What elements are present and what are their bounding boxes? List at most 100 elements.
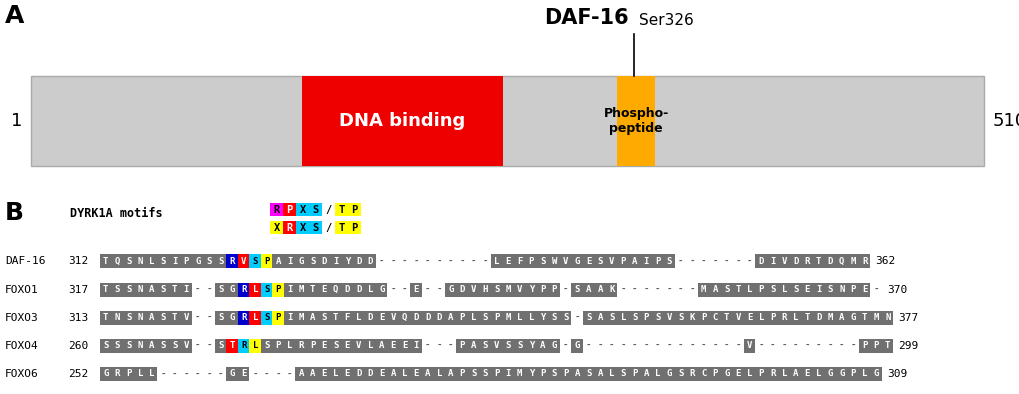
Text: L: L [401, 370, 407, 378]
Text: DNA binding: DNA binding [339, 112, 466, 130]
Text: FOXO6: FOXO6 [5, 369, 39, 379]
Text: E: E [746, 313, 752, 322]
Bar [215, 339, 226, 353]
Bar [858, 367, 869, 381]
Text: 377: 377 [898, 313, 918, 323]
Text: P: P [286, 205, 292, 215]
Bar [823, 282, 836, 297]
Bar [341, 282, 353, 297]
Text: T: T [103, 285, 108, 294]
Text: L: L [471, 313, 476, 322]
Bar [296, 282, 307, 297]
Bar [364, 255, 376, 268]
Text: K: K [608, 285, 613, 294]
Text: 309: 309 [887, 369, 906, 379]
Text: P: P [850, 370, 855, 378]
Text: -: - [620, 285, 626, 294]
Text: R: R [114, 370, 120, 378]
Bar [457, 339, 468, 353]
Text: -: - [872, 285, 878, 294]
Text: 362: 362 [874, 256, 895, 266]
Text: S: S [126, 285, 131, 294]
Text: P: P [460, 341, 465, 350]
Text: -: - [700, 341, 706, 350]
Bar [605, 310, 616, 325]
Bar [640, 310, 651, 325]
Text: S: S [218, 341, 223, 350]
Text: -: - [632, 285, 637, 294]
Text: D: D [413, 313, 419, 322]
Bar [180, 310, 192, 325]
Text: S: S [574, 285, 580, 294]
Bar [858, 310, 869, 325]
Text: T: T [338, 205, 344, 215]
Text: M: M [872, 313, 878, 322]
Text: G: G [195, 257, 201, 266]
Bar [422, 367, 433, 381]
Text: -: - [654, 285, 659, 294]
Bar [146, 282, 157, 297]
Bar [858, 339, 869, 353]
Text: D: D [321, 257, 327, 266]
Text: -: - [723, 257, 729, 266]
Text: E: E [505, 257, 511, 266]
Text: L: L [356, 313, 361, 322]
Bar [226, 339, 237, 353]
Text: E: E [586, 257, 591, 266]
Bar [146, 339, 157, 353]
Bar [261, 255, 272, 268]
Text: I: I [286, 257, 292, 266]
Text: A: A [379, 341, 384, 350]
Bar [169, 282, 180, 297]
Bar [629, 367, 640, 381]
Text: I: I [505, 370, 511, 378]
Text: T: T [338, 223, 344, 233]
Text: P: P [758, 370, 763, 378]
Bar [398, 367, 410, 381]
Bar [847, 255, 858, 268]
Bar [270, 203, 282, 216]
Bar [347, 221, 361, 234]
Bar [272, 339, 283, 353]
Bar [353, 282, 364, 297]
Bar [282, 203, 296, 216]
Text: E: E [321, 370, 327, 378]
Text: G: G [872, 370, 878, 378]
Bar [697, 282, 709, 297]
Bar [823, 367, 836, 381]
Text: I: I [769, 257, 774, 266]
Bar [720, 367, 732, 381]
Bar [662, 255, 675, 268]
Text: -: - [597, 341, 602, 350]
Text: R: R [240, 313, 247, 322]
Bar [583, 282, 594, 297]
Text: A: A [597, 370, 602, 378]
Bar [675, 310, 686, 325]
Text: L: L [253, 341, 258, 350]
Text: P: P [539, 285, 545, 294]
Text: -: - [207, 370, 212, 378]
Text: -: - [632, 341, 637, 350]
Text: L: L [781, 285, 787, 294]
Text: -: - [379, 257, 384, 266]
Bar [250, 310, 261, 325]
Bar [502, 282, 514, 297]
Text: A: A [447, 313, 453, 322]
Bar [777, 310, 790, 325]
Text: N: N [138, 313, 143, 322]
Bar [283, 310, 296, 325]
Bar [479, 367, 490, 381]
Text: P: P [460, 370, 465, 378]
Text: S: S [678, 313, 683, 322]
Bar [823, 255, 836, 268]
Text: -: - [172, 370, 177, 378]
Text: S: S [333, 341, 338, 350]
Text: V: V [356, 341, 361, 350]
Text: M: M [826, 313, 833, 322]
Text: B: B [5, 201, 24, 225]
Bar [353, 310, 364, 325]
Bar [334, 203, 347, 216]
Text: M: M [850, 257, 855, 266]
Text: D: D [367, 313, 373, 322]
Bar [836, 310, 847, 325]
